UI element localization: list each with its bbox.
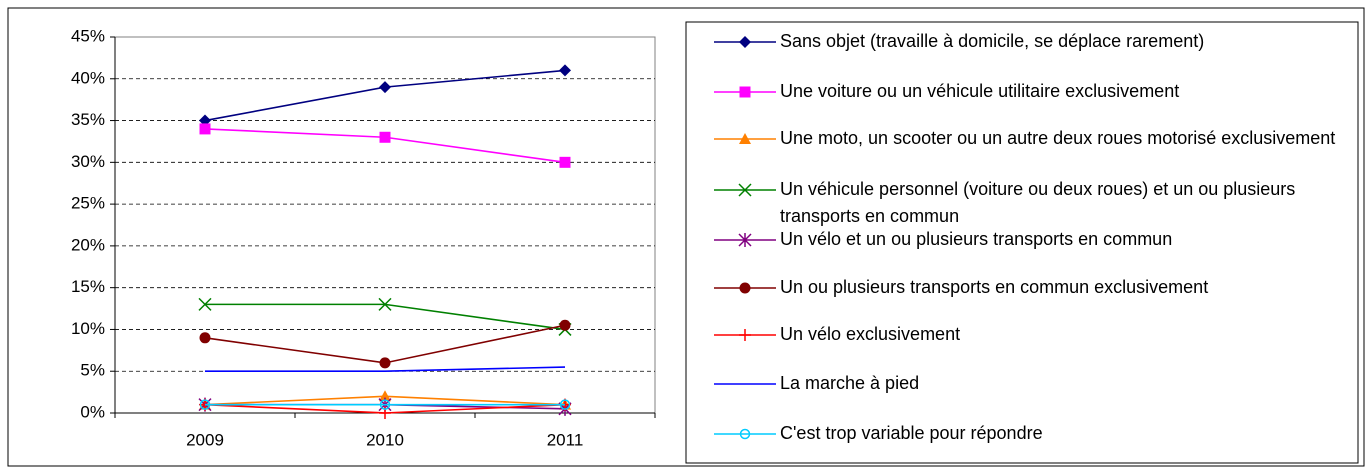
marker bbox=[379, 131, 391, 143]
marker bbox=[559, 319, 571, 331]
y-tick-label: 20% bbox=[71, 235, 105, 254]
marker bbox=[379, 357, 391, 369]
marker bbox=[199, 399, 211, 410]
y-tick-label: 15% bbox=[71, 277, 105, 296]
marker bbox=[739, 282, 751, 294]
marker bbox=[738, 233, 752, 247]
y-tick-label: 25% bbox=[71, 194, 105, 213]
marker bbox=[739, 428, 751, 440]
x-tick-label: 2011 bbox=[547, 430, 584, 449]
marker bbox=[199, 123, 211, 135]
marker bbox=[738, 183, 752, 197]
legend-label: La marche à pied bbox=[780, 373, 920, 393]
legend-label: Un vélo exclusivement bbox=[780, 324, 961, 344]
marker bbox=[739, 86, 751, 98]
legend-label: Sans objet (travaille à domicile, se dép… bbox=[780, 31, 1205, 51]
y-tick-label: 45% bbox=[71, 26, 105, 45]
legend-label: C'est trop variable pour répondre bbox=[780, 423, 1043, 443]
marker bbox=[559, 156, 571, 168]
legend-label: Une moto, un scooter ou un autre deux ro… bbox=[780, 128, 1336, 148]
marker bbox=[739, 36, 751, 48]
y-tick-label: 35% bbox=[71, 110, 105, 129]
marker bbox=[379, 399, 391, 410]
marker bbox=[379, 81, 391, 94]
y-tick-label: 10% bbox=[71, 319, 105, 338]
marker bbox=[198, 297, 212, 311]
chart-frame bbox=[7, 7, 1365, 467]
marker bbox=[378, 297, 392, 311]
y-tick-label: 5% bbox=[80, 361, 105, 380]
x-tick-label: 2009 bbox=[186, 430, 224, 449]
legend-label: Un ou plusieurs transports en commun exc… bbox=[780, 277, 1209, 297]
legend-label: Un vélo et un ou plusieurs transports en… bbox=[780, 229, 1173, 249]
legend-label: Une voiture ou un véhicule utilitaire ex… bbox=[780, 81, 1180, 101]
y-tick-label: 0% bbox=[80, 402, 105, 421]
x-tick-label: 2010 bbox=[366, 430, 404, 449]
marker bbox=[559, 399, 571, 410]
marker bbox=[559, 64, 571, 77]
y-tick-label: 30% bbox=[71, 152, 105, 171]
y-tick-label: 40% bbox=[71, 68, 105, 87]
series-line bbox=[205, 366, 566, 373]
marker bbox=[379, 390, 391, 402]
legend-box bbox=[685, 21, 1359, 464]
legend-label: Un véhicule personnel (voiture ou deux r… bbox=[780, 179, 1296, 226]
marker bbox=[199, 332, 211, 344]
marker bbox=[739, 133, 751, 144]
marker bbox=[739, 329, 751, 341]
plot-area bbox=[114, 36, 656, 414]
